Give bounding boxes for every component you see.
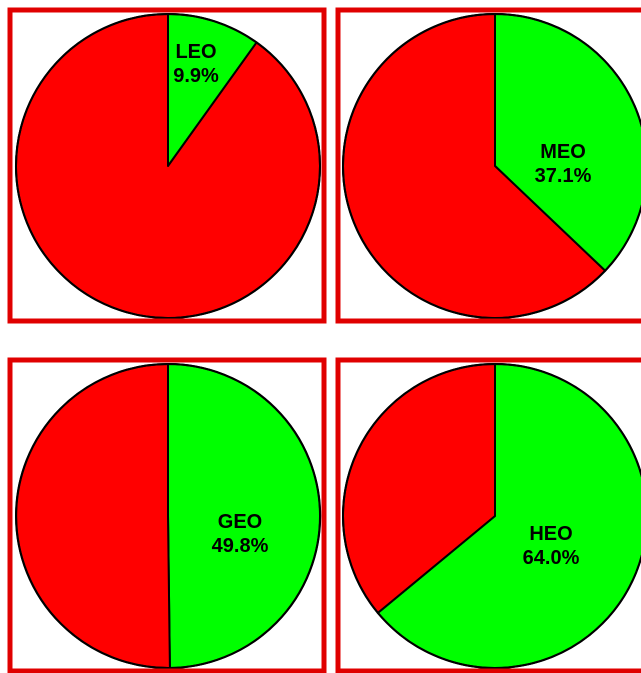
slice-label-geo: GEO <box>218 511 262 533</box>
slice-label-heo: HEO <box>529 523 572 545</box>
pie-outline-3 <box>15 363 321 669</box>
pie-slice-remainder-1 <box>15 13 321 319</box>
pie-outline-4 <box>342 363 641 669</box>
panel-frame-4 <box>335 357 641 673</box>
pie-outline-1 <box>15 13 321 319</box>
slice-label-meo: MEO <box>540 141 586 163</box>
slice-value-meo: 37.1% <box>535 165 592 187</box>
panel-frame-3 <box>7 357 327 673</box>
pie-outline-2 <box>342 13 641 319</box>
panel-frame-2 <box>335 7 641 324</box>
slice-label-leo: LEO <box>175 41 216 63</box>
slice-value-leo: 9.9% <box>173 65 219 87</box>
slice-value-heo: 64.0% <box>523 547 580 569</box>
panel-frame-1 <box>7 7 327 324</box>
pie-slice-remainder-3 <box>15 363 171 669</box>
slice-value-geo: 49.8% <box>212 535 269 557</box>
